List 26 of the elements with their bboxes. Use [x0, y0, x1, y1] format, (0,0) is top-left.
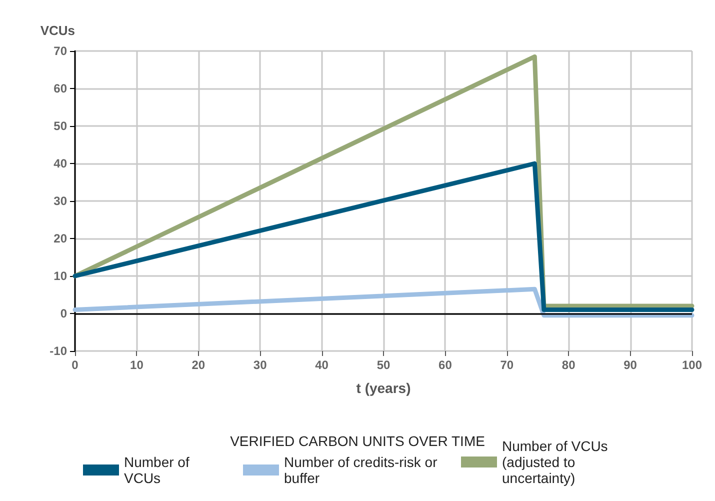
x-axis-title: t (years) — [356, 380, 411, 396]
legend-label: Number of VCUs (adjusted to uncertainty) — [502, 438, 612, 486]
legend-label: Number of VCUs — [124, 454, 194, 486]
y-axis-title: VCUs — [40, 23, 75, 38]
x-tick-label: 60 — [438, 358, 452, 372]
x-tick-label: 80 — [562, 358, 576, 372]
y-tick-label: -10 — [50, 344, 68, 358]
y-tick-label: 70 — [54, 44, 68, 58]
x-tick-label: 40 — [315, 358, 329, 372]
x-tick-label: 90 — [624, 358, 638, 372]
x-tick-label: 0 — [72, 358, 79, 372]
x-tick-label: 100 — [682, 358, 702, 372]
legend-label: Number of credits-risk or buffer — [284, 454, 442, 486]
x-tick-label: 50 — [376, 358, 390, 372]
y-tick-label: 30 — [54, 194, 68, 208]
x-tick-label: 10 — [130, 358, 144, 372]
x-tick-label: 70 — [500, 358, 514, 372]
y-tick-label: 0 — [60, 306, 68, 320]
y-tick-label: 10 — [54, 269, 68, 283]
y-tick-label: 60 — [54, 82, 68, 96]
legend-title: VERIFIED CARBON UNITS OVER TIME — [230, 433, 485, 449]
x-tick-label: 20 — [192, 358, 206, 372]
x-tick-label: 30 — [253, 358, 268, 372]
y-tick-label: 40 — [54, 156, 68, 170]
y-tick-label: 20 — [54, 232, 68, 246]
y-tick-label: 50 — [54, 119, 68, 133]
